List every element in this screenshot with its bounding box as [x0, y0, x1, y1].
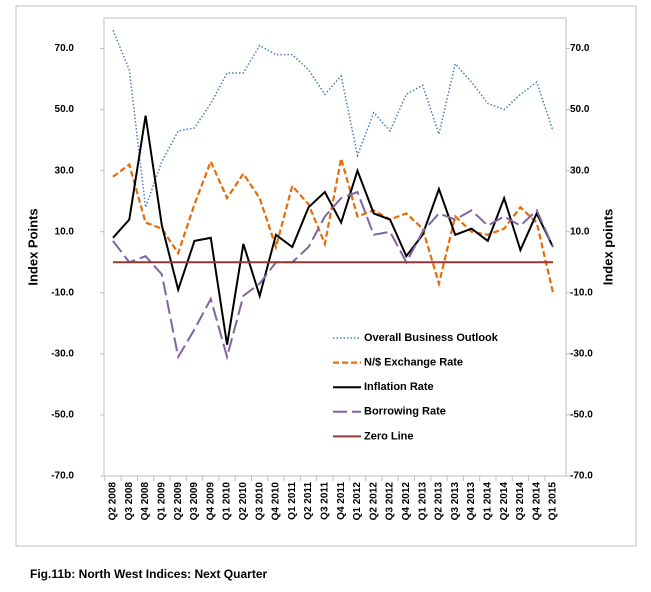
- x-tick-label: Q2 2010: [238, 482, 249, 521]
- y2-tick-label: -50.0: [570, 410, 593, 421]
- series-line: [112, 29, 554, 208]
- x-tick-label: Q1 2014: [482, 482, 493, 521]
- x-tick-label: Q4 2008: [140, 482, 151, 521]
- x-tick-label: Q1 2011: [287, 482, 298, 520]
- legend-label: Zero Line: [364, 430, 414, 442]
- series-line: [112, 190, 554, 361]
- x-tick-label: Q1 2009: [157, 482, 168, 521]
- x-tick-label: Q1 2012: [352, 482, 363, 521]
- x-tick-label: Q4 2009: [205, 482, 216, 521]
- x-tick-label: Q2 2013: [434, 482, 445, 521]
- x-tick-label: Q3 2013: [450, 482, 461, 521]
- x-tick-label: Q3 2012: [385, 482, 396, 521]
- y2-tick-label: -30.0: [570, 349, 593, 360]
- x-tick-label: Q3 2014: [515, 482, 526, 521]
- legend-label: Borrowing Rate: [364, 406, 446, 418]
- y-tick-label: -30.0: [51, 349, 74, 360]
- x-tick-label: Q1 2013: [417, 482, 428, 521]
- x-tick-label: Q1 2010: [222, 482, 233, 521]
- y-tick-label: -10.0: [51, 287, 74, 298]
- x-tick-label: Q4 2010: [271, 482, 282, 521]
- plot-frame: [103, 17, 567, 477]
- x-tick-label: Q2 2009: [173, 482, 184, 521]
- x-tick-label: Q1 2015: [548, 482, 559, 521]
- x-tick-label: Q4 2014: [531, 482, 542, 521]
- legend-label: Inflation Rate: [364, 381, 434, 393]
- y2-tick-label: 30.0: [570, 165, 590, 176]
- x-tick-label: Q3 2009: [189, 482, 200, 521]
- y2-tick-label: 70.0: [570, 43, 590, 54]
- x-tick-label: Q4 2011: [336, 482, 347, 520]
- x-tick-label: Q2 2008: [108, 482, 119, 521]
- x-tick-label: Q4 2012: [401, 482, 412, 521]
- series-line: [112, 158, 555, 294]
- x-tick-label: Q4 2013: [466, 482, 477, 521]
- x-tick-label: Q2 2012: [368, 482, 379, 521]
- y-tick-label: 30.0: [55, 165, 75, 176]
- y-tick-label: 70.0: [55, 43, 75, 54]
- y2-tick-label: -10.0: [570, 287, 593, 298]
- y2-tick-label: -70.0: [570, 471, 593, 482]
- x-tick-label: Q3 2010: [254, 482, 265, 521]
- chart-frame: [15, 5, 637, 547]
- legend-label: Overall Business Outlook: [364, 332, 499, 344]
- y-tick-label: 10.0: [55, 226, 75, 237]
- y2-tick-label: 10.0: [570, 226, 590, 237]
- y-axis-title: Index Points: [25, 208, 40, 285]
- x-tick-label: Q2 2014: [499, 482, 510, 521]
- y-tick-label: 50.0: [55, 104, 75, 115]
- x-tick-label: Q3 2008: [124, 482, 135, 521]
- x-tick-label: Q2 2011: [303, 482, 314, 520]
- y-tick-label: -50.0: [51, 410, 74, 421]
- series-line: [112, 115, 554, 345]
- y2-axis-title: Index points: [600, 209, 615, 286]
- y2-tick-label: 50.0: [570, 104, 590, 115]
- x-tick-label: Q3 2011: [319, 482, 330, 520]
- y-tick-label: -70.0: [51, 471, 74, 482]
- caption: Fig.11b: North West Indices: Next Quarte…: [30, 567, 267, 581]
- legend-label: N/$ Exchange Rate: [364, 357, 463, 369]
